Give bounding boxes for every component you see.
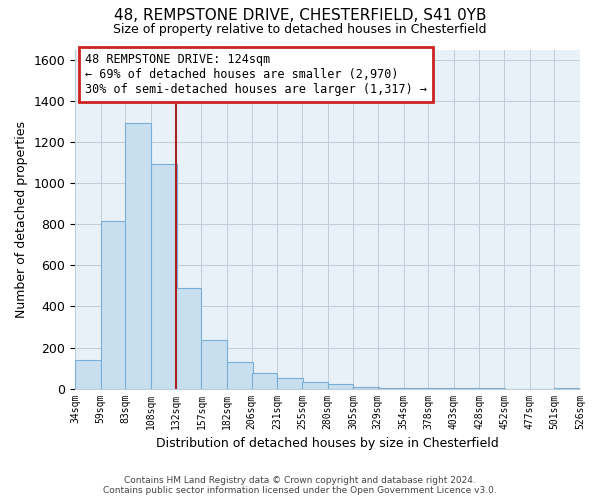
Bar xyxy=(202,340,227,388)
Bar xyxy=(125,123,151,388)
Bar xyxy=(353,386,379,388)
Bar xyxy=(227,362,253,388)
Bar xyxy=(75,360,101,388)
Bar xyxy=(302,382,328,388)
Text: Size of property relative to detached houses in Chesterfield: Size of property relative to detached ho… xyxy=(113,22,487,36)
Bar xyxy=(101,222,127,388)
Text: Contains HM Land Registry data © Crown copyright and database right 2024.
Contai: Contains HM Land Registry data © Crown c… xyxy=(103,476,497,495)
Bar xyxy=(328,384,353,388)
Bar xyxy=(151,164,177,388)
Bar xyxy=(176,288,202,388)
Bar xyxy=(277,378,303,388)
X-axis label: Distribution of detached houses by size in Chesterfield: Distribution of detached houses by size … xyxy=(156,437,499,450)
Y-axis label: Number of detached properties: Number of detached properties xyxy=(15,121,28,318)
Bar xyxy=(251,373,277,388)
Text: 48, REMPSTONE DRIVE, CHESTERFIELD, S41 0YB: 48, REMPSTONE DRIVE, CHESTERFIELD, S41 0… xyxy=(114,8,486,22)
Text: 48 REMPSTONE DRIVE: 124sqm
← 69% of detached houses are smaller (2,970)
30% of s: 48 REMPSTONE DRIVE: 124sqm ← 69% of deta… xyxy=(85,54,427,96)
